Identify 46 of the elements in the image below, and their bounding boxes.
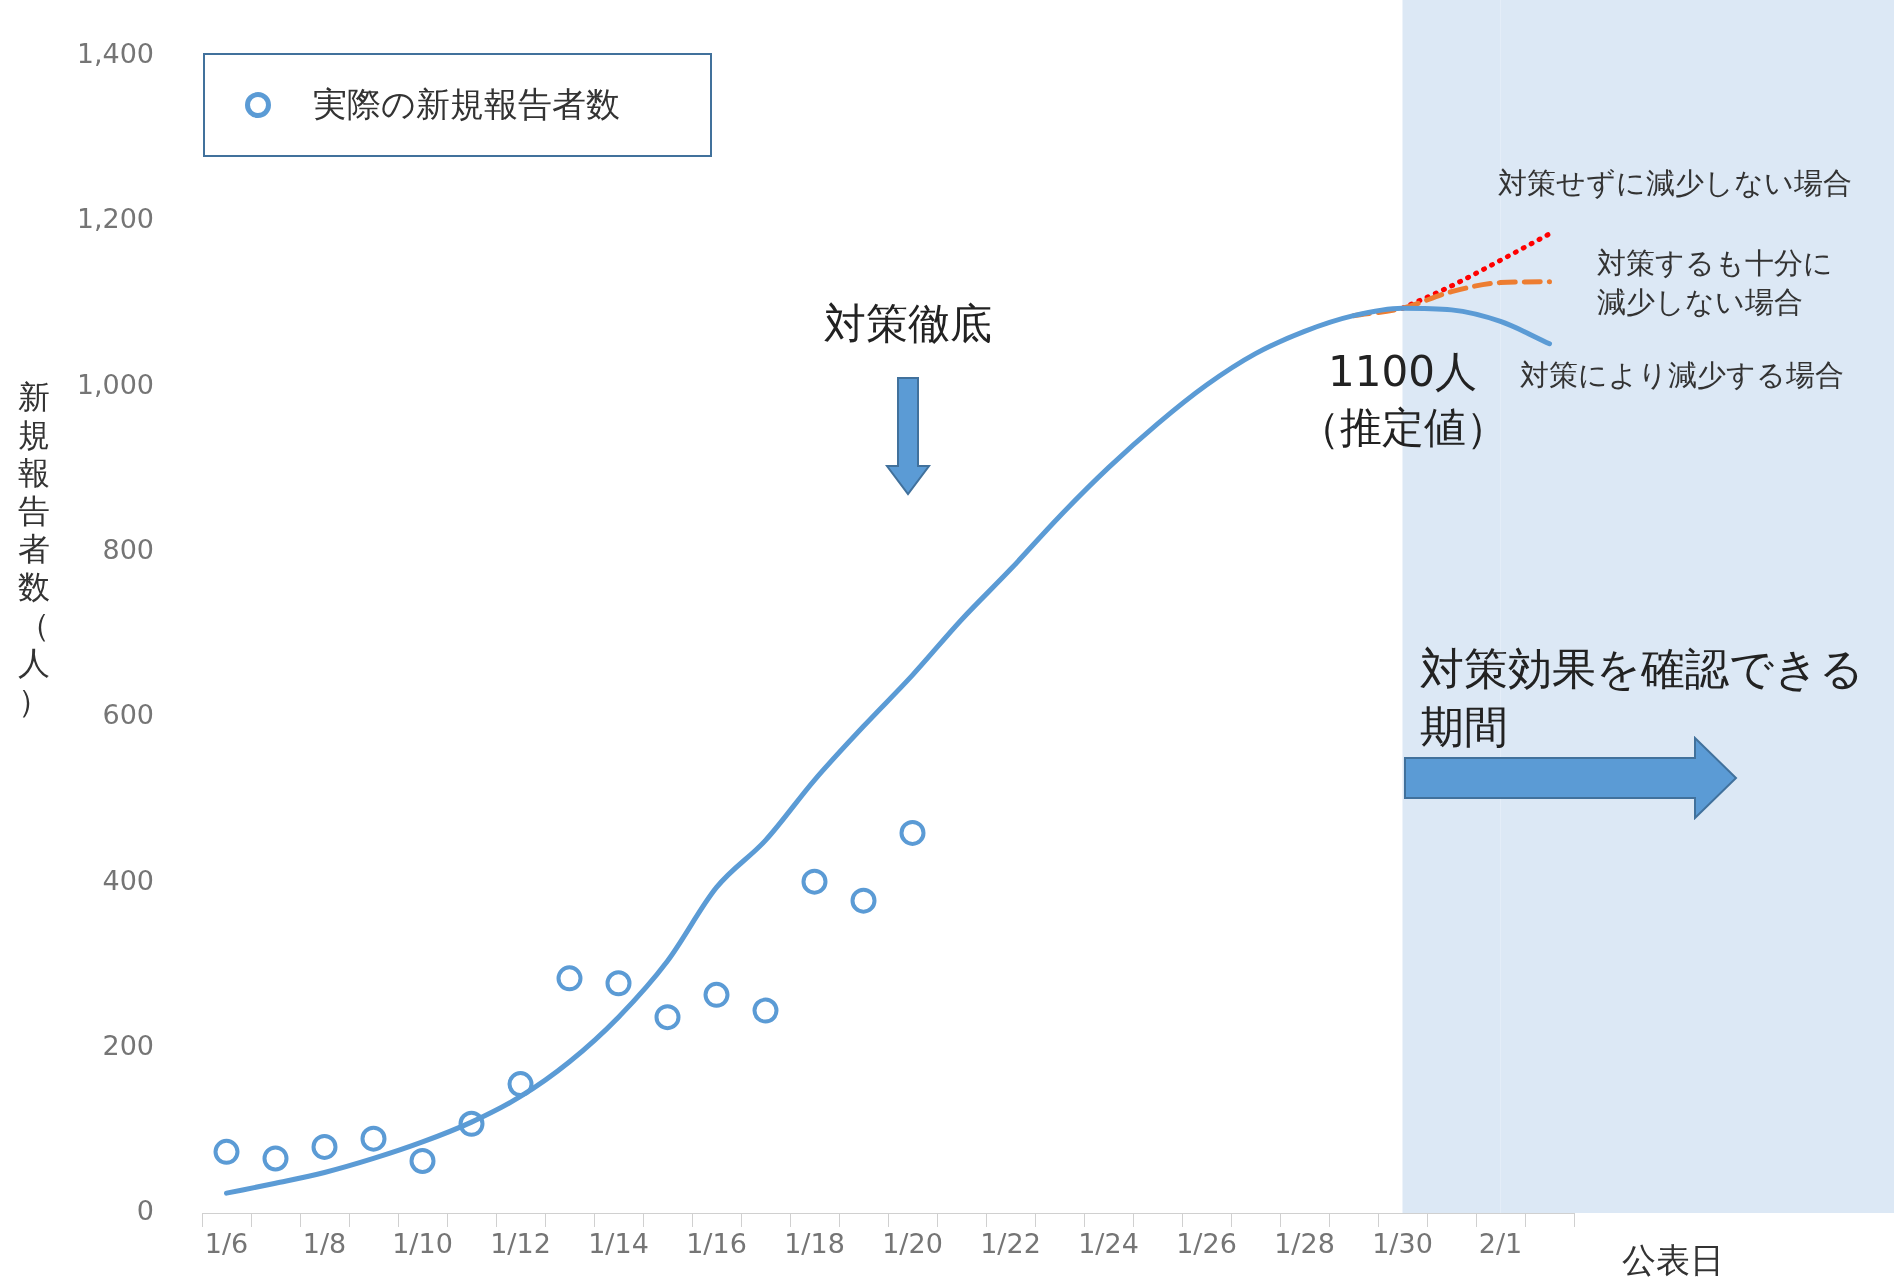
text: 新規報告者数（人） xyxy=(18,378,50,720)
annotation: 対策徹底 xyxy=(823,298,993,350)
point xyxy=(458,1110,485,1137)
series-label: 対策により減少する場合 xyxy=(1519,356,1845,394)
x-tick-label: 1/6 xyxy=(204,1228,249,1260)
x-tick-label: 1/26 xyxy=(1176,1228,1237,1260)
point xyxy=(213,1138,240,1165)
x-tick-label: 1/24 xyxy=(1078,1228,1139,1260)
point xyxy=(360,1125,387,1152)
x-axis-title: 公表日 xyxy=(1622,1239,1724,1280)
x-tick-label: 1/30 xyxy=(1372,1228,1433,1260)
y-tick-label: 400 xyxy=(102,864,154,896)
band-label: 対策効果を確認できる期間 xyxy=(1419,642,1865,754)
point xyxy=(409,1147,436,1174)
y-tick-label: 1,000 xyxy=(76,368,154,400)
point xyxy=(801,868,828,895)
y-tick-label: 800 xyxy=(102,533,154,565)
y-tick-label: 600 xyxy=(102,699,154,731)
y-tick-label: 1,200 xyxy=(76,203,154,235)
point xyxy=(605,970,632,997)
point xyxy=(556,965,583,992)
y-tick-label: 200 xyxy=(102,1029,154,1061)
series-label: 対策せずに減少しない場合 xyxy=(1497,164,1853,202)
point xyxy=(752,997,779,1024)
x-tick-label: 1/20 xyxy=(882,1228,943,1260)
point xyxy=(850,887,877,914)
point xyxy=(262,1145,289,1172)
point xyxy=(654,1004,681,1031)
point xyxy=(703,981,730,1008)
point xyxy=(311,1133,338,1160)
x-tick-label: 1/22 xyxy=(980,1228,1041,1260)
x-tick-label: 1/28 xyxy=(1274,1228,1335,1260)
annotation: 1100人（推定値） xyxy=(1296,346,1509,455)
x-tick-label: 1/8 xyxy=(302,1228,347,1260)
x-tick-label: 1/16 xyxy=(686,1228,747,1260)
point xyxy=(507,1071,534,1098)
series-label: 対策するも十分に減少しない場合 xyxy=(1596,244,1834,321)
x-tick-label: 1/12 xyxy=(490,1228,551,1260)
point xyxy=(899,819,926,846)
x-tick-label: 1/14 xyxy=(588,1228,649,1260)
x-tick-label: 1/18 xyxy=(784,1228,845,1260)
legend-label: 実際の新規報告者数 xyxy=(313,83,620,126)
y-tick-label: 0 xyxy=(136,1195,154,1227)
x-tick-label: 1/10 xyxy=(392,1228,453,1260)
x-tick-label: 2/1 xyxy=(1478,1228,1523,1260)
y-tick-label: 1,400 xyxy=(76,38,154,70)
